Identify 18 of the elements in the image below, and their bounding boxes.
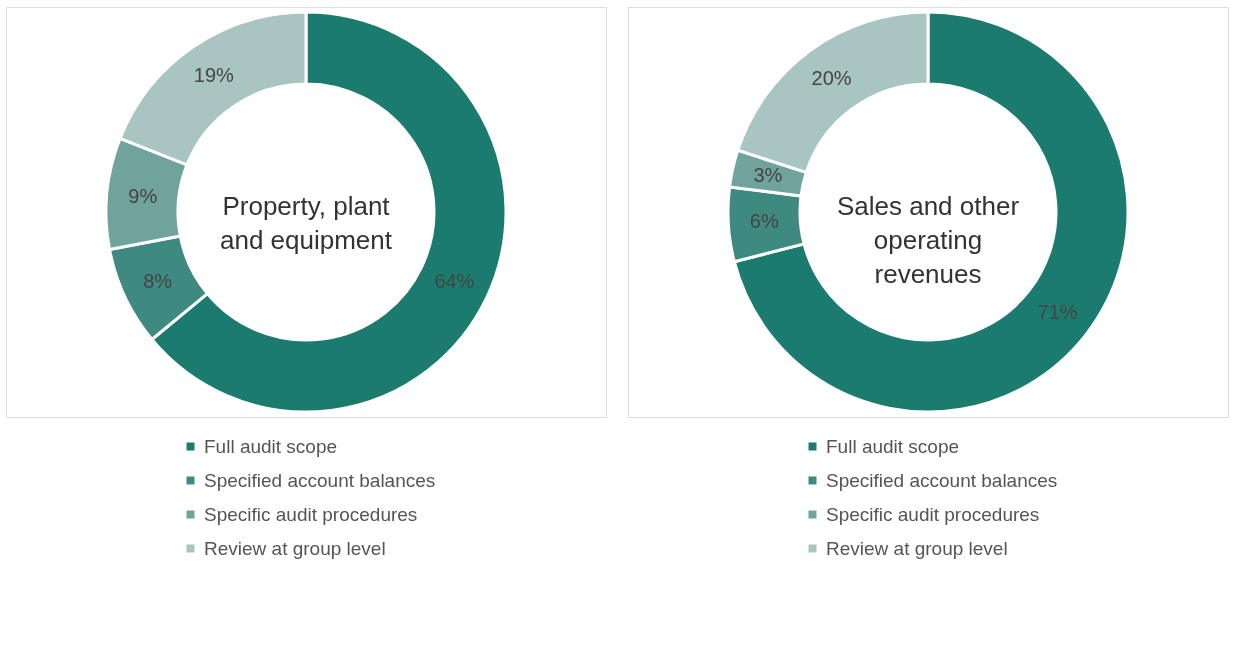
data-label: 20%	[811, 67, 852, 90]
data-label: 64%	[434, 269, 475, 292]
text: Sales and other operating revenues	[836, 191, 1020, 289]
legend-label: Specific audit procedures	[204, 503, 418, 525]
legend-label: Specified account balances	[204, 469, 436, 491]
text: Property, plant and equipment	[219, 191, 393, 255]
legend-label: Specified account balances	[826, 469, 1058, 491]
legend-label: Review at group level	[826, 537, 1008, 559]
legend-label: Review at group level	[204, 537, 386, 559]
legend-label: Specific audit procedures	[826, 503, 1040, 525]
data-label: 71%	[1037, 300, 1078, 323]
legend-label: Full audit scope	[204, 435, 338, 457]
data-label: 3%	[753, 164, 783, 187]
legend-label: Full audit scope	[826, 435, 960, 457]
data-label: 19%	[193, 64, 235, 87]
data-label: 6%	[749, 210, 779, 233]
data-label: 8%	[143, 269, 173, 292]
data-label: 9%	[128, 184, 158, 207]
